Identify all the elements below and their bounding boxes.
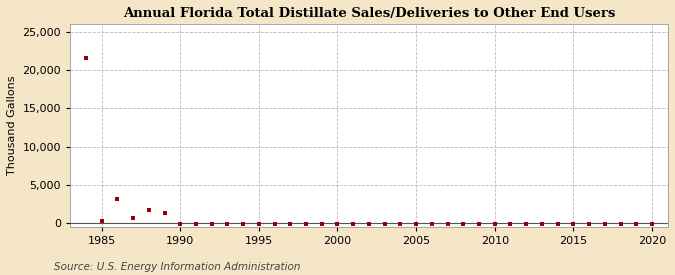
Point bbox=[489, 222, 500, 227]
Point bbox=[505, 222, 516, 227]
Point bbox=[427, 222, 437, 227]
Point bbox=[348, 222, 358, 227]
Point bbox=[238, 222, 248, 227]
Point bbox=[568, 222, 578, 227]
Point bbox=[128, 216, 138, 220]
Point bbox=[207, 222, 217, 227]
Point bbox=[631, 222, 642, 227]
Point bbox=[317, 222, 327, 227]
Y-axis label: Thousand Gallons: Thousand Gallons bbox=[7, 76, 17, 175]
Point bbox=[458, 222, 468, 227]
Point bbox=[332, 222, 343, 227]
Point bbox=[537, 222, 547, 227]
Point bbox=[552, 222, 563, 227]
Point bbox=[584, 222, 595, 227]
Point bbox=[647, 222, 657, 227]
Text: Source: U.S. Energy Information Administration: Source: U.S. Energy Information Administ… bbox=[54, 262, 300, 272]
Point bbox=[395, 222, 406, 227]
Point bbox=[269, 222, 280, 227]
Point bbox=[615, 222, 626, 227]
Point bbox=[364, 222, 375, 227]
Point bbox=[175, 222, 186, 227]
Point bbox=[521, 222, 532, 227]
Point bbox=[300, 222, 311, 227]
Point bbox=[285, 222, 296, 227]
Point bbox=[599, 222, 610, 227]
Point bbox=[97, 219, 107, 223]
Point bbox=[112, 197, 123, 202]
Point bbox=[379, 222, 390, 227]
Point bbox=[222, 222, 233, 227]
Point bbox=[80, 56, 91, 60]
Point bbox=[474, 222, 485, 227]
Point bbox=[159, 211, 170, 215]
Title: Annual Florida Total Distillate Sales/Deliveries to Other End Users: Annual Florida Total Distillate Sales/De… bbox=[123, 7, 615, 20]
Point bbox=[253, 222, 264, 227]
Point bbox=[442, 222, 453, 227]
Point bbox=[143, 208, 154, 212]
Point bbox=[410, 222, 421, 227]
Point bbox=[190, 222, 201, 227]
